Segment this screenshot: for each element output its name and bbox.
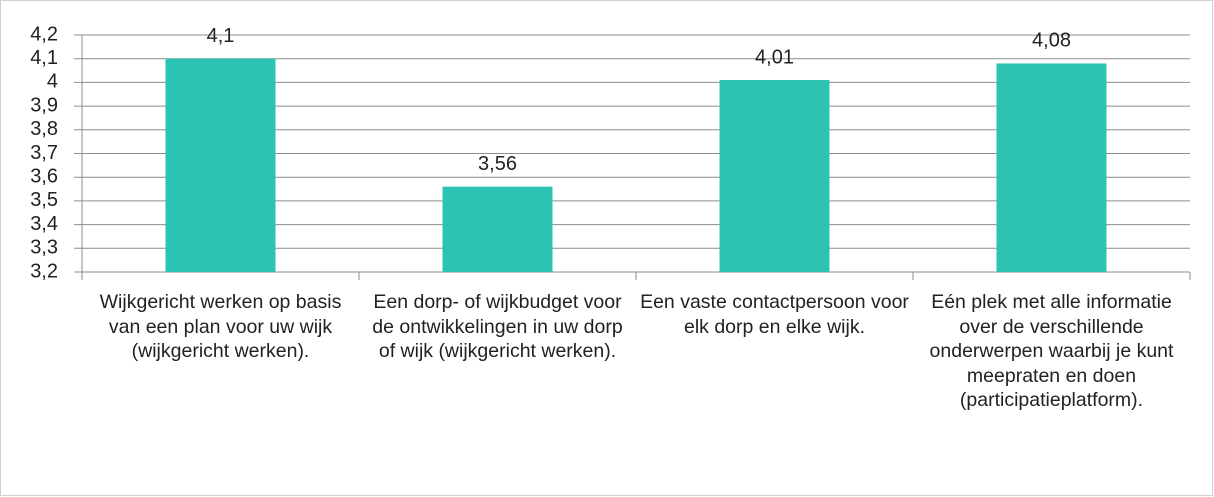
x-tick-label: Wijkgericht werken op basis van een plan…: [99, 291, 342, 362]
y-tick-label: 3,2: [30, 260, 58, 282]
data-label: 4,1: [207, 25, 235, 47]
y-tick-label: 3,5: [30, 189, 58, 211]
y-tick-label: 3,4: [30, 213, 58, 235]
y-tick-label: 3,7: [30, 142, 58, 164]
y-tick-label: 4,2: [30, 23, 58, 45]
data-label: 4,08: [1032, 30, 1071, 52]
bar: [719, 80, 830, 272]
y-tick-label: 3,8: [30, 118, 58, 140]
data-label: 4,01: [755, 46, 794, 68]
bar: [165, 58, 276, 273]
bar: [442, 186, 553, 272]
x-tick-label: Een vaste contactpersoon voor elk dorp e…: [640, 291, 909, 338]
bar: [996, 63, 1107, 272]
x-tick-label: Eén plek met alle informatie over de ver…: [929, 291, 1174, 411]
data-label: 3,56: [478, 153, 517, 175]
y-tick-label: 4: [47, 71, 58, 93]
x-tick-label: Een dorp- of wijkbudget voor de ontwikke…: [372, 291, 623, 362]
y-tick-label: 3,6: [30, 165, 58, 187]
y-tick-label: 3,9: [30, 94, 58, 116]
y-tick-label: 3,3: [30, 237, 58, 259]
y-tick-label: 4,1: [30, 47, 58, 69]
